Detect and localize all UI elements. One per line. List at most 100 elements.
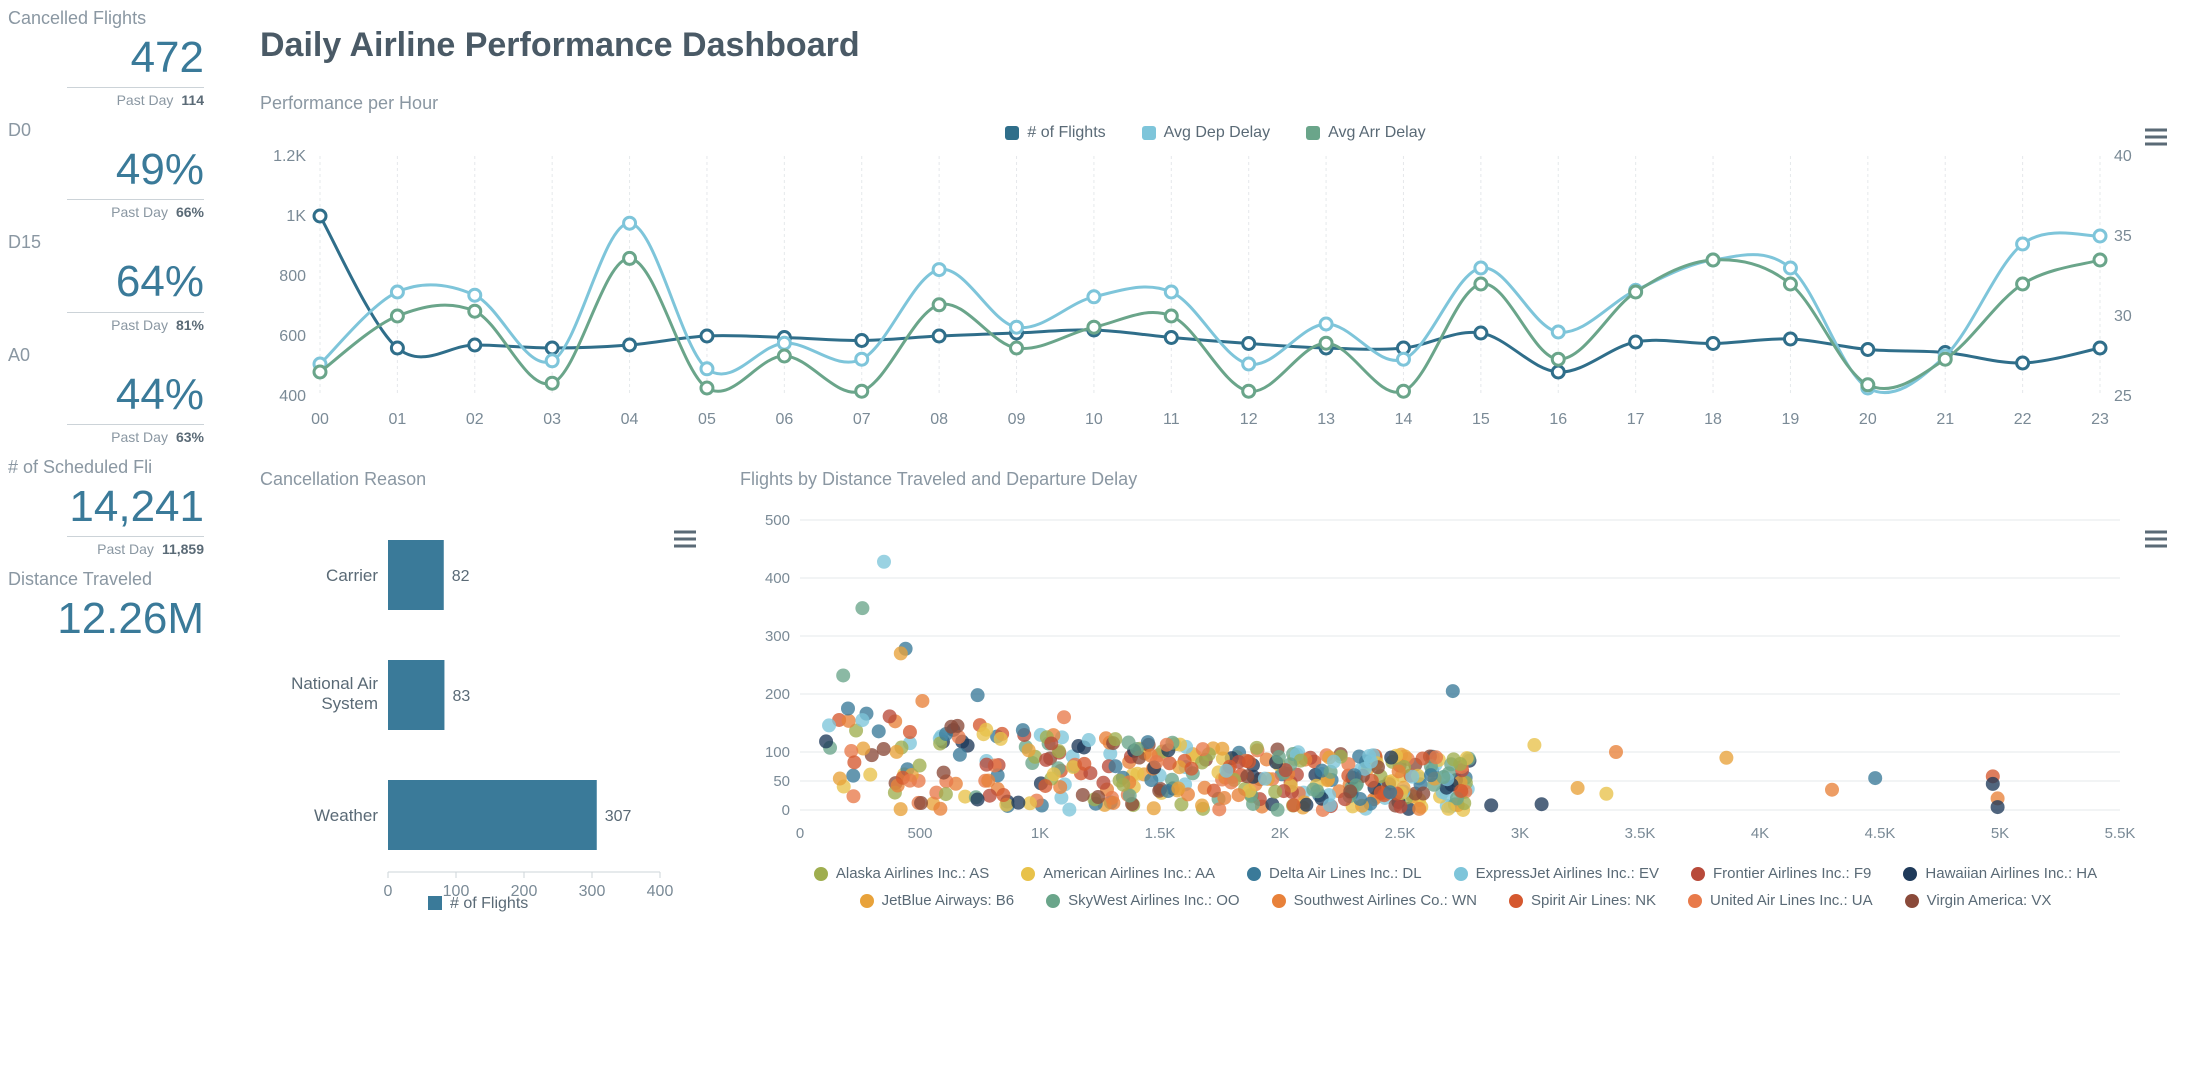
svg-text:1.5K: 1.5K <box>1145 825 1176 842</box>
menu-icon[interactable] <box>2145 128 2167 146</box>
legend-item[interactable]: # of Flights <box>1005 124 1105 142</box>
metric-label: D0 <box>8 120 204 141</box>
svg-text:0: 0 <box>796 825 804 842</box>
scatter-legend: Alaska Airlines Inc.: AS American Airline… <box>806 865 2106 909</box>
svg-text:1K: 1K <box>1031 825 1049 842</box>
legend-item[interactable]: Virgin America: VX <box>1905 892 2052 909</box>
svg-text:83: 83 <box>452 688 470 705</box>
svg-text:300: 300 <box>765 628 790 645</box>
svg-text:5.5K: 5.5K <box>2105 825 2136 842</box>
svg-text:12: 12 <box>1240 411 1258 428</box>
svg-text:3.5K: 3.5K <box>1625 825 1656 842</box>
metric-card: Distance Traveled 12.26M <box>8 569 204 642</box>
svg-text:System: System <box>321 694 378 713</box>
metric-label: D15 <box>8 232 204 253</box>
svg-text:20: 20 <box>1859 411 1877 428</box>
svg-text:400: 400 <box>647 883 674 900</box>
page-title: Daily Airline Performance Dashboard <box>260 26 2171 65</box>
svg-text:307: 307 <box>605 808 632 825</box>
menu-icon[interactable] <box>674 530 696 548</box>
legend-item[interactable]: Avg Dep Delay <box>1142 124 1270 142</box>
svg-text:300: 300 <box>579 883 606 900</box>
metric-card: D0 49% Past Day66% <box>8 120 204 220</box>
svg-text:00: 00 <box>311 411 329 428</box>
svg-text:4.5K: 4.5K <box>1865 825 1896 842</box>
svg-text:2K: 2K <box>1271 825 1289 842</box>
svg-text:21: 21 <box>1936 411 1954 428</box>
svg-text:05: 05 <box>698 411 716 428</box>
sidebar: Cancelled Flights 472 Past Day114 D0 49% Past… <box>0 0 220 1068</box>
legend-item[interactable]: ExpressJet Airlines Inc.: EV <box>1454 865 1659 882</box>
svg-text:500: 500 <box>907 825 932 842</box>
metric-label: # of Scheduled Fli <box>8 457 204 478</box>
legend-item[interactable]: Hawaiian Airlines Inc.: HA <box>1903 865 2097 882</box>
svg-text:40: 40 <box>2114 148 2132 165</box>
metric-value: 472 <box>8 35 204 81</box>
legend-item[interactable]: SkyWest Airlines Inc.: OO <box>1046 892 1239 909</box>
svg-text:National Air: National Air <box>291 674 378 693</box>
svg-text:1.2K: 1.2K <box>273 148 306 165</box>
svg-text:1K: 1K <box>286 208 306 225</box>
svg-text:0: 0 <box>384 883 393 900</box>
svg-text:08: 08 <box>930 411 948 428</box>
svg-text:50: 50 <box>773 773 790 790</box>
legend-item[interactable]: United Air Lines Inc.: UA <box>1688 892 1873 909</box>
legend-item[interactable]: Avg Arr Delay <box>1306 124 1426 142</box>
main: Daily Airline Performance Dashboard Perf… <box>220 0 2207 1068</box>
legend-item[interactable]: Frontier Airlines Inc.: F9 <box>1691 865 1871 882</box>
svg-text:3K: 3K <box>1511 825 1529 842</box>
svg-text:30: 30 <box>2114 308 2132 325</box>
svg-text:03: 03 <box>543 411 561 428</box>
metric-value: 14,241 <box>8 484 204 530</box>
line-chart: # of Flights Avg Dep Delay Avg Arr Delay 0… <box>260 124 2171 441</box>
line-chart-title: Performance per Hour <box>260 93 2171 114</box>
svg-text:14: 14 <box>1395 411 1413 428</box>
svg-text:23: 23 <box>2091 411 2109 428</box>
svg-text:0: 0 <box>782 802 790 819</box>
svg-text:Carrier: Carrier <box>326 566 378 585</box>
metric-label: Cancelled Flights <box>8 8 204 29</box>
metric-card: A044%Past Day63% <box>8 345 204 445</box>
metric-value: 49% <box>8 147 204 193</box>
line-chart-legend: # of Flights Avg Dep Delay Avg Arr Delay <box>260 124 2171 142</box>
legend-item[interactable]: American Airlines Inc.: AA <box>1021 865 1215 882</box>
metric-label: Distance Traveled <box>8 569 204 590</box>
svg-text:Weather: Weather <box>314 806 378 825</box>
svg-text:500: 500 <box>765 512 790 529</box>
bar-chart: Carrier82National AirSystem83Weather3070… <box>260 500 700 935</box>
bar-chart-section: Cancellation Reason Carrier82National Ai… <box>260 469 700 935</box>
svg-text:400: 400 <box>765 570 790 587</box>
svg-text:600: 600 <box>279 328 306 345</box>
menu-icon[interactable] <box>2145 530 2167 548</box>
svg-text:02: 02 <box>466 411 484 428</box>
svg-text:10: 10 <box>1085 411 1103 428</box>
scatter-chart: 05010020030040050005001K1.5K2K2.5K3K3.5K… <box>740 500 2171 909</box>
legend-item[interactable]: JetBlue Airways: B6 <box>860 892 1015 909</box>
svg-text:07: 07 <box>853 411 871 428</box>
metric-card: # of Scheduled Fli14,241Past Day11,859 <box>8 457 204 557</box>
legend-item[interactable]: Spirit Air Lines: NK <box>1509 892 1656 909</box>
legend-item[interactable]: Alaska Airlines Inc.: AS <box>814 865 989 882</box>
svg-text:100: 100 <box>765 744 790 761</box>
svg-text:18: 18 <box>1704 411 1722 428</box>
metric-value: 44% <box>8 372 204 418</box>
scatter-chart-svg: 05010020030040050005001K1.5K2K2.5K3K3.5K… <box>740 500 2140 850</box>
metric-sub: Past Day63% <box>8 429 204 445</box>
svg-text:400: 400 <box>279 388 306 405</box>
svg-text:2.5K: 2.5K <box>1385 825 1416 842</box>
svg-text:09: 09 <box>1008 411 1026 428</box>
svg-text:# of Flights: # of Flights <box>450 895 528 912</box>
svg-text:17: 17 <box>1627 411 1645 428</box>
metric-sub: Past Day66% <box>8 204 204 220</box>
metric-sub: Past Day81% <box>8 317 204 333</box>
metric-card: D1564%Past Day81% <box>8 232 204 332</box>
svg-text:04: 04 <box>621 411 639 428</box>
svg-text:16: 16 <box>1549 411 1567 428</box>
legend-item[interactable]: Delta Air Lines Inc.: DL <box>1247 865 1422 882</box>
metric-sub: Past Day114 <box>8 92 204 108</box>
metric-value: 12.26M <box>8 596 204 642</box>
svg-text:19: 19 <box>1782 411 1800 428</box>
svg-text:22: 22 <box>2014 411 2032 428</box>
svg-text:11: 11 <box>1163 411 1180 428</box>
legend-item[interactable]: Southwest Airlines Co.: WN <box>1272 892 1477 909</box>
